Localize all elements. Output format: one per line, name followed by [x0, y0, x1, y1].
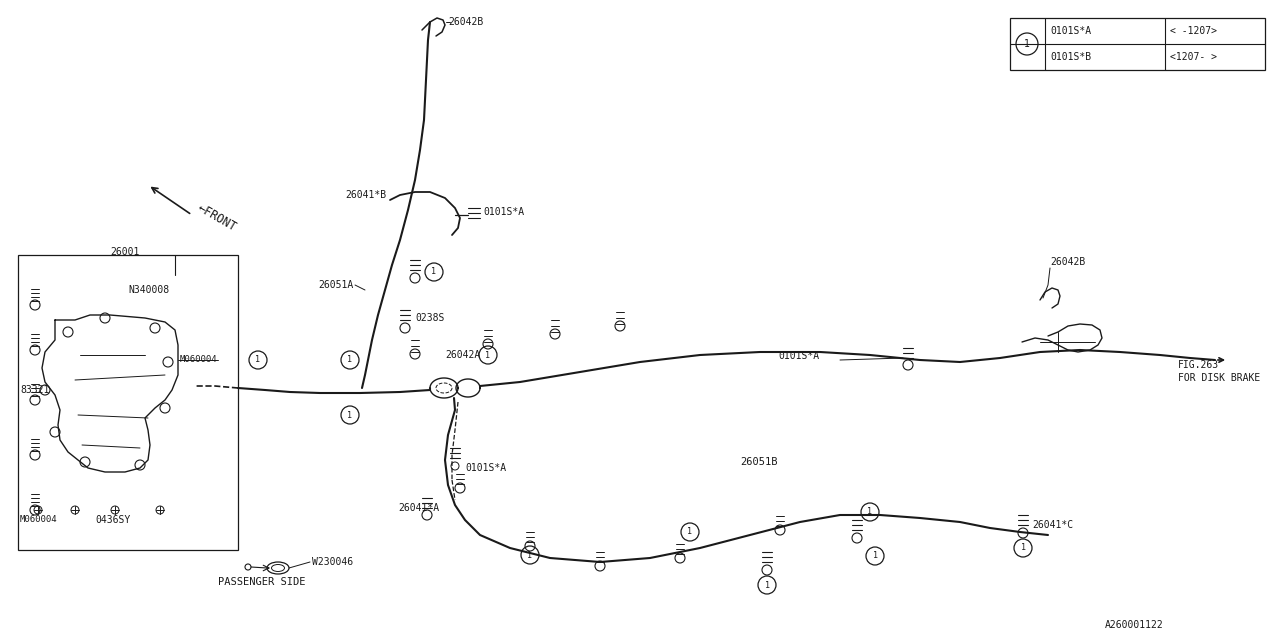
Text: 26041*A: 26041*A — [398, 503, 439, 513]
Text: N340008: N340008 — [128, 285, 169, 295]
Text: 1: 1 — [485, 351, 490, 360]
Bar — [1010, 18, 1265, 70]
Text: 26042B: 26042B — [448, 17, 484, 27]
Text: M060004: M060004 — [20, 515, 58, 525]
Text: 26041*C: 26041*C — [1032, 520, 1073, 530]
Text: 0101S*A: 0101S*A — [465, 463, 506, 473]
Text: 0238S: 0238S — [415, 313, 444, 323]
Text: 1: 1 — [256, 355, 261, 365]
Text: 0101S*A: 0101S*A — [778, 351, 819, 361]
Text: 26001: 26001 — [110, 247, 140, 257]
Text: 0101S*B: 0101S*B — [1050, 52, 1091, 62]
Text: 26041*B: 26041*B — [346, 190, 387, 200]
Text: FIG.263: FIG.263 — [1178, 360, 1219, 370]
Text: W230046: W230046 — [312, 557, 353, 567]
Text: 1: 1 — [1020, 543, 1025, 552]
Text: ←FRONT: ←FRONT — [195, 202, 238, 234]
Text: 0101S*A: 0101S*A — [1050, 26, 1091, 36]
Text: 1: 1 — [1024, 39, 1030, 49]
Text: 1: 1 — [868, 508, 873, 516]
Text: < -1207>: < -1207> — [1170, 26, 1217, 36]
Text: PASSENGER SIDE: PASSENGER SIDE — [218, 577, 306, 587]
Text: 0101S*A: 0101S*A — [483, 207, 524, 217]
Text: 1: 1 — [527, 550, 532, 559]
Text: M060004: M060004 — [180, 355, 218, 365]
Text: A260001122: A260001122 — [1105, 620, 1164, 630]
Text: 1: 1 — [873, 552, 878, 561]
Text: 1: 1 — [347, 355, 352, 365]
Text: 26042A: 26042A — [445, 350, 480, 360]
Text: 1: 1 — [687, 527, 692, 536]
Bar — [18, 255, 238, 550]
Text: FOR DISK BRAKE: FOR DISK BRAKE — [1178, 373, 1261, 383]
Text: 1: 1 — [764, 580, 769, 589]
Text: 26042B: 26042B — [1050, 257, 1085, 267]
Text: <1207- >: <1207- > — [1170, 52, 1217, 62]
Text: 26051A: 26051A — [317, 280, 353, 290]
Text: 83321: 83321 — [20, 385, 50, 395]
Text: 1: 1 — [347, 410, 352, 419]
Text: 1: 1 — [431, 268, 436, 276]
Text: 0436SY: 0436SY — [95, 515, 131, 525]
Text: 26051B: 26051B — [740, 457, 777, 467]
